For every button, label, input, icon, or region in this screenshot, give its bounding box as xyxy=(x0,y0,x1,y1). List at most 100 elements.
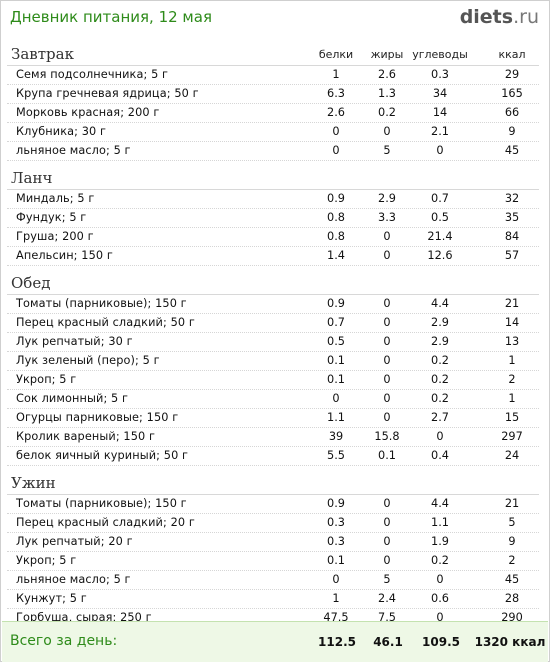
fat-value: 0 xyxy=(383,297,391,310)
carbs-value: 21.4 xyxy=(427,230,453,243)
total-kcal: 1320 ккал xyxy=(474,635,546,649)
meal-sections: Завтрак белки жиры углеводы ккал Семя подсолн… xyxy=(7,45,539,647)
carbs-value: 0.6 xyxy=(431,592,449,605)
food-row: Кунжут; 5 г 1 2.4 0.6 28 xyxy=(7,590,539,609)
fat-value: 1.3 xyxy=(378,87,396,100)
kcal-value: 5 xyxy=(508,516,516,529)
food-name: Укроп; 5 г xyxy=(16,373,77,386)
fat-value: 0.2 xyxy=(378,106,396,119)
logo-tld: .ru xyxy=(513,6,539,28)
food-name: Лук репчатый; 20 г xyxy=(16,535,133,548)
food-name: Сок лимонный; 5 г xyxy=(16,392,129,405)
kcal-value: 2 xyxy=(508,373,516,386)
carbs-value: 0.3 xyxy=(431,68,449,81)
food-name: Клубника; 30 г xyxy=(16,125,107,138)
food-row: Сок лимонный; 5 г 0 0 0.2 1 xyxy=(7,390,539,409)
protein-value: 47.5 xyxy=(323,611,349,624)
fat-value: 0 xyxy=(383,125,391,138)
fat-value: 2.9 xyxy=(378,192,396,205)
protein-value: 6.3 xyxy=(327,87,345,100)
carbs-value: 12.6 xyxy=(427,249,453,262)
protein-value: 1 xyxy=(332,592,340,605)
food-row: Апельсин; 150 г 1.4 0 12.6 57 xyxy=(7,247,539,266)
kcal-value: 24 xyxy=(504,449,520,462)
carbs-value: 0 xyxy=(436,430,444,443)
section-header: Ланч xyxy=(7,169,539,190)
food-name: Лук зеленый (перо); 5 г xyxy=(16,354,160,367)
protein-value: 0.1 xyxy=(327,373,345,386)
fat-value: 0 xyxy=(383,411,391,424)
food-row: Миндаль; 5 г 0.9 2.9 0.7 32 xyxy=(7,190,539,209)
carbs-value: 0.2 xyxy=(431,354,449,367)
section-header: Завтрак белки жиры углеводы ккал xyxy=(7,45,539,66)
carbs-value: 0.5 xyxy=(431,211,449,224)
kcal-value: 45 xyxy=(504,573,520,586)
fat-value: 0 xyxy=(383,373,391,386)
section-spacer xyxy=(7,266,539,274)
food-name: Кролик вареный; 150 г xyxy=(16,430,156,443)
protein-value: 1.1 xyxy=(327,411,345,424)
kcal-value: 15 xyxy=(504,411,520,424)
section-header: Обед xyxy=(7,274,539,295)
total-fat: 46.1 xyxy=(373,635,403,649)
protein-value: 1.4 xyxy=(327,249,345,262)
fat-value: 0 xyxy=(383,392,391,405)
food-name: льняное масло; 5 г xyxy=(16,573,131,586)
protein-value: 0.9 xyxy=(327,497,345,510)
food-row: белок яичный куриный; 50 г 5.5 0.1 0.4 24 xyxy=(7,447,539,466)
protein-value: 0.5 xyxy=(327,335,345,348)
fat-value: 2.4 xyxy=(378,592,396,605)
section-title: Обед xyxy=(11,274,51,292)
fat-value: 0.1 xyxy=(378,449,396,462)
food-name: Перец красный сладкий; 50 г xyxy=(16,316,195,329)
carbs-value: 2.1 xyxy=(431,125,449,138)
food-row: Томаты (парниковые); 150 г 0.9 0 4.4 21 xyxy=(7,295,539,314)
food-name: белок яичный куриный; 50 г xyxy=(16,449,189,462)
total-protein: 112.5 xyxy=(318,635,356,649)
daily-totals: Всего за день: 112.5 46.1 109.5 1320 кка… xyxy=(2,621,548,662)
fat-value: 5 xyxy=(383,144,391,157)
food-row: Лук репчатый; 30 г 0.5 0 2.9 13 xyxy=(7,333,539,352)
food-name: Томаты (парниковые); 150 г xyxy=(16,497,187,510)
kcal-value: 1 xyxy=(508,354,516,367)
kcal-value: 21 xyxy=(504,297,520,310)
carbs-value: 2.7 xyxy=(431,411,449,424)
kcal-value: 32 xyxy=(504,192,520,205)
fat-value: 2.6 xyxy=(378,68,396,81)
food-name: Кунжут; 5 г xyxy=(16,592,87,605)
protein-value: 0 xyxy=(332,125,340,138)
food-row: Лук зеленый (перо); 5 г 0.1 0 0.2 1 xyxy=(7,352,539,371)
fat-value: 7.5 xyxy=(378,611,396,624)
site-logo[interactable]: diets.ru xyxy=(460,6,539,28)
food-name: Горбуша, сырая; 250 г xyxy=(16,611,152,624)
carbs-value: 1.9 xyxy=(431,535,449,548)
logo-main: diets xyxy=(459,6,514,28)
fat-value: 5 xyxy=(383,573,391,586)
protein-value: 0.7 xyxy=(327,316,345,329)
carbs-value: 2.9 xyxy=(431,316,449,329)
carbs-value: 0 xyxy=(436,144,444,157)
protein-value: 0 xyxy=(332,392,340,405)
fat-value: 0 xyxy=(383,354,391,367)
carbs-value: 0 xyxy=(436,573,444,586)
food-row: Кролик вареный; 150 г 39 15.8 0 297 xyxy=(7,428,539,447)
total-carbs: 109.5 xyxy=(422,635,460,649)
food-name: Перец красный сладкий; 20 г xyxy=(16,516,195,529)
kcal-value: 14 xyxy=(504,316,520,329)
column-header-fat: жиры xyxy=(370,48,404,61)
food-name: Фундук; 5 г xyxy=(16,211,87,224)
food-row: Груша; 200 г 0.8 0 21.4 84 xyxy=(7,228,539,247)
food-row: льняное масло; 5 г 0 5 0 45 xyxy=(7,571,539,590)
food-name: Миндаль; 5 г xyxy=(16,192,95,205)
food-row: Укроп; 5 г 0.1 0 0.2 2 xyxy=(7,552,539,571)
section-title: Ужин xyxy=(11,474,56,492)
column-header-carbs: углеводы xyxy=(412,48,468,61)
food-row: льняное масло; 5 г 0 5 0 45 xyxy=(7,142,539,161)
food-row: Семя подсолнечника; 5 г 1 2.6 0.3 29 xyxy=(7,66,539,85)
protein-value: 0.9 xyxy=(327,192,345,205)
food-name: Крупа гречневая ядрица; 50 г xyxy=(16,87,199,100)
food-name: Груша; 200 г xyxy=(16,230,94,243)
food-name: Семя подсолнечника; 5 г xyxy=(16,68,169,81)
food-name: Укроп; 5 г xyxy=(16,554,77,567)
